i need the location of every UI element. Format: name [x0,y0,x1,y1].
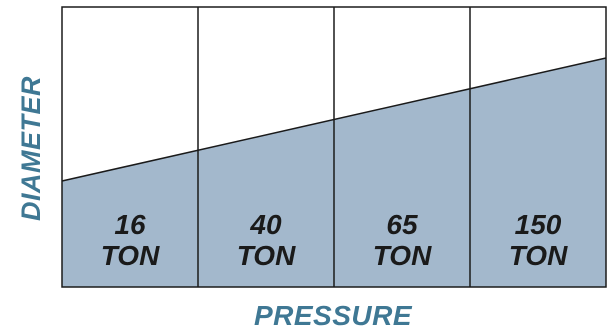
y-axis-label-text: DIAMETER [15,75,46,221]
diagram-frame [61,6,607,288]
y-axis-label: DIAMETER [11,63,51,233]
segment-3-value: 65 [386,209,418,240]
segment-4-value: 150 [515,209,562,240]
segment-1-unit: TON [101,240,160,271]
segment-2-value: 40 [249,209,282,240]
segment-1-value: 16 [114,209,146,240]
segment-2-unit: TON [237,240,296,271]
segment-3-unit: TON [373,240,432,271]
x-axis-label: PRESSURE [253,300,413,331]
segment-4-unit: TON [509,240,568,271]
